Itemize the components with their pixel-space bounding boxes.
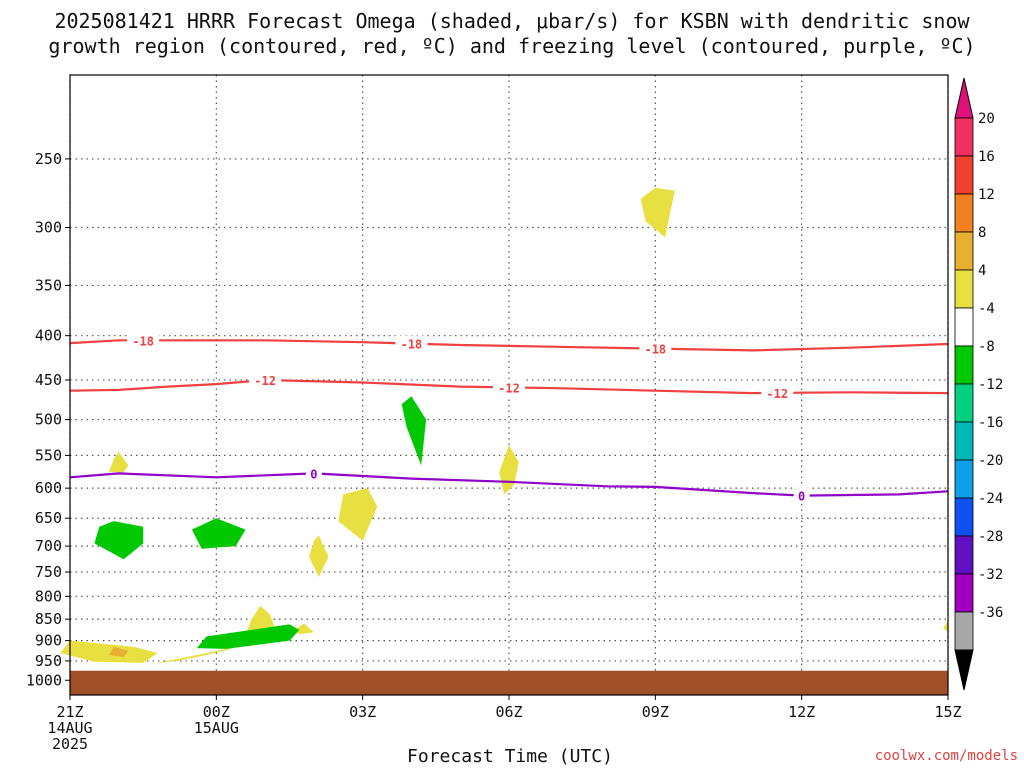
y-tick-label: 650 [35,509,62,527]
contour-label: -12 [498,381,520,395]
omega-region [109,646,129,657]
colorbar-label: -28 [978,529,1003,545]
colorbar-swatch [954,421,974,461]
colorbar-top-arrow [954,77,974,119]
colorbar-label: -32 [978,567,1003,583]
omega-region [294,623,314,635]
y-tick-label: 600 [35,479,62,497]
y-tick-label: 750 [35,563,62,581]
colorbar-label: -4 [978,301,995,317]
y-tick-label: 1000 [26,671,62,689]
x-tick-label: 00Z [203,703,230,721]
colorbar-swatch [954,535,974,575]
credit-text: coolwx.com/models [875,748,1018,764]
colorbar-label: 16 [978,149,995,165]
contour-label-bg [305,465,322,482]
omega-region [640,187,675,238]
colorbar-swatch [954,155,974,195]
omega-region [109,452,129,473]
x-tick-label: 15AUG [194,719,239,737]
omega-region [196,624,300,649]
contour-label-bg [793,487,810,504]
y-tick-label: 350 [35,276,62,294]
y-tick-label: 800 [35,587,62,605]
y-tick-label: 250 [35,150,62,168]
omega-region [401,396,427,466]
x-tick-label: 06Z [495,703,522,721]
colorbar-swatch [954,497,974,537]
omega-region [943,621,948,633]
omega-region [94,521,144,560]
colorbar-swatch [954,383,974,423]
x-tick-label: 15Z [934,703,961,721]
contour-label: 0 [310,467,317,481]
contour-label: 0 [798,490,805,504]
colorbar-label: -20 [978,453,1003,469]
colorbar-label: -24 [978,491,1003,507]
contour-label: -18 [401,338,423,352]
colorbar-bottom-arrow [954,649,974,691]
colorbar: 20 16 12 8 4 -4 -8 -12 -16 -20 -24 -28 -32 -36 [954,77,1003,691]
y-tick-label: 300 [35,218,62,236]
ground-fill [70,670,948,695]
y-tick-label: 400 [35,327,62,345]
chart-title-line-2: growth region (contoured, red, ºC) and f… [48,34,975,58]
contour-label: -12 [766,387,788,401]
colorbar-label: 4 [978,263,986,279]
x-axis-title: Forecast Time (UTC) [407,746,613,767]
omega-region [60,640,158,663]
omega-shaded-regions [60,187,948,665]
x-tick-label: 03Z [349,703,376,721]
contour-label-bg [127,332,160,349]
temperature-contours: -18 -18 -18 -12 -12 -12 0 0 [69,332,949,504]
contour-label-bg [249,371,282,388]
colorbar-swatch [954,269,974,309]
colorbar-label: -8 [978,339,995,355]
y-tick-label: 550 [35,446,62,464]
contour-label-bg [395,335,428,352]
omega-region [338,488,378,541]
ground-layer [70,670,948,695]
chart-title-line-1: 2025081421 HRRR Forecast Omega (shaded, … [54,9,970,33]
colorbar-swatch [954,231,974,271]
omega-region [148,605,275,665]
colorbar-label: -12 [978,377,1003,393]
x-tick-label: 21Z [56,703,83,721]
x-tick-label: 14AUG [47,719,92,737]
y-axis-tick-labels: 250 300 350 400 450 500 550 600 650 700 750 800 850 9… [26,150,70,689]
x-tick-label: 12Z [788,703,815,721]
colorbar-swatch [954,117,974,157]
colorbar-label: -36 [978,605,1003,621]
contour-label-bg [761,384,794,401]
colorbar-swatch [954,345,974,385]
y-tick-label: 450 [35,371,62,389]
contour-label: -12 [254,374,276,388]
colorbar-swatch [954,307,974,347]
y-tick-label: 500 [35,411,62,429]
contour-label: -18 [132,334,154,348]
colorbar-label: 8 [978,225,986,241]
colorbar-swatch [954,611,974,651]
omega-region [309,535,329,577]
contour-label-bg [493,379,525,396]
contour-label: -18 [644,343,666,357]
y-tick-label: 850 [35,610,62,628]
y-tick-label: 700 [35,537,62,555]
y-tick-label: 900 [35,632,62,650]
y-tick-label: 950 [35,652,62,670]
colorbar-swatch [954,459,974,499]
colorbar-swatch [954,193,974,233]
contour-line [69,472,949,497]
colorbar-label: 12 [978,187,995,203]
x-tick-label: 2025 [52,735,88,753]
x-tick-label: 09Z [642,703,669,721]
colorbar-label: 20 [978,111,995,127]
colorbar-swatch [954,573,974,613]
contour-label-bg [639,340,672,357]
colorbar-label: -16 [978,415,1003,431]
omega-region [191,518,246,549]
